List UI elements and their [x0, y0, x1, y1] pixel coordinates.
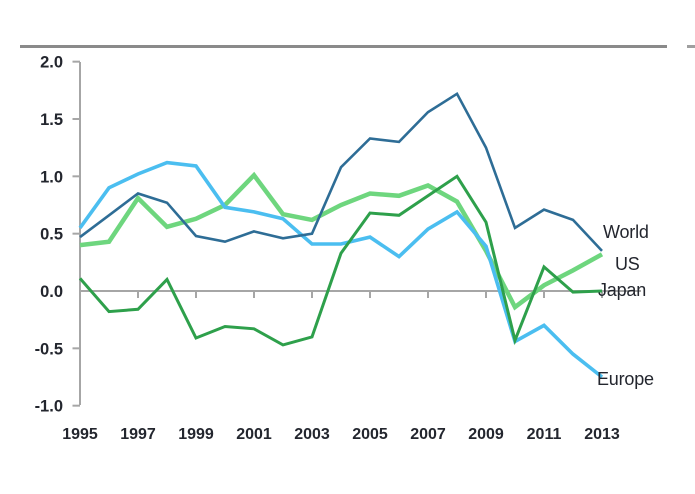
x-tick-label: 1995	[62, 426, 98, 443]
series-line-europe	[78, 160, 604, 379]
series-line-japan	[78, 174, 603, 347]
y-tick-label: 2.0	[40, 54, 63, 72]
y-tick-label: -0.5	[35, 340, 63, 358]
y-tick-label: 0.0	[40, 283, 63, 301]
y-tick-label: 0.5	[40, 226, 63, 244]
series-line-us	[79, 171, 604, 311]
y-tick-label: 1.0	[40, 168, 63, 186]
y-tick-label: -1.0	[35, 398, 63, 416]
series-line-world	[79, 91, 603, 252]
x-tick-label: 1999	[178, 426, 214, 443]
series-label-us: US	[615, 254, 640, 274]
x-tick-label: 2009	[468, 426, 504, 443]
x-tick-label: 2013	[584, 426, 620, 443]
x-tick-label: 2001	[236, 426, 272, 443]
x-tick-label: 2011	[527, 426, 562, 443]
series-label-europe: Europe	[597, 369, 654, 389]
x-tick-label: 2005	[352, 426, 388, 443]
series-label-world: World	[603, 222, 649, 242]
x-tick-label: 2007	[410, 426, 446, 443]
y-tick-label: 1.5	[40, 111, 63, 129]
x-tick-label: 1997	[120, 426, 156, 443]
series-label-japan: Japan	[598, 280, 647, 300]
x-tick-label: 2003	[294, 426, 330, 443]
